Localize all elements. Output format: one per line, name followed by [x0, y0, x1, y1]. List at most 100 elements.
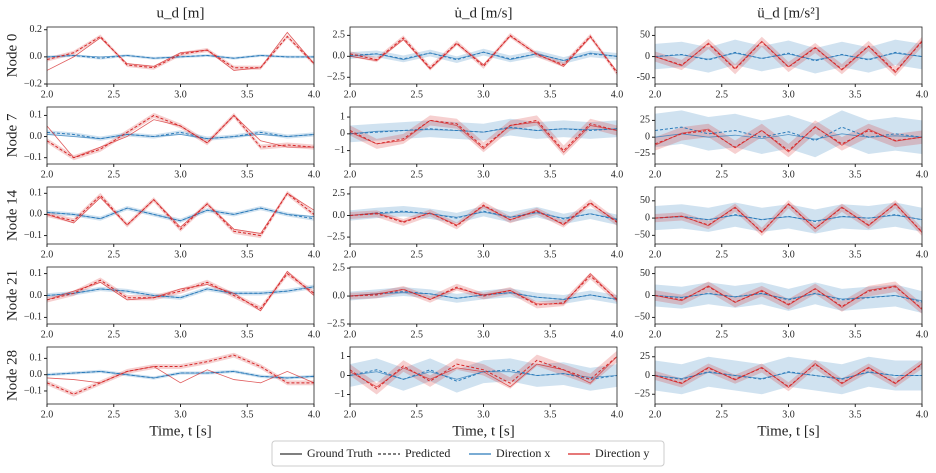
- y-tick-label: 0: [340, 128, 345, 139]
- y-tick-label: 0: [645, 51, 650, 62]
- x-tick-label: 2.5: [716, 409, 729, 420]
- predicted-line: [47, 192, 314, 237]
- predicted-line: [655, 126, 922, 152]
- x-tick-label: 2.0: [649, 169, 662, 180]
- uncertainty-band: [655, 110, 922, 158]
- y-tick-label: 0.1: [30, 353, 43, 364]
- y-tick-label: 0.0: [333, 51, 346, 62]
- predicted-line: [655, 203, 922, 233]
- x-tick-label: 3.5: [241, 169, 254, 180]
- plot-area: [655, 36, 922, 77]
- x-tick-label: 3.5: [241, 329, 254, 340]
- x-tick-label: 2.5: [108, 409, 121, 420]
- x-tick-label: 3.5: [849, 409, 862, 420]
- plot-area: [350, 272, 617, 309]
- y-tick-label: −2.5: [327, 318, 345, 329]
- row-label: Node 7: [4, 113, 20, 157]
- uncertainty-band: [47, 352, 314, 397]
- plot-area: [47, 31, 314, 71]
- x-tick-label: 4.0: [308, 409, 321, 420]
- plot-area: [47, 352, 314, 397]
- uncertainty-band: [655, 281, 922, 314]
- y-tick-label: 0: [340, 370, 345, 381]
- x-tick-label: 3.0: [782, 409, 795, 420]
- x-tick-label: 2.5: [716, 89, 729, 100]
- predicted-line: [655, 286, 922, 310]
- y-tick-label: 1: [340, 111, 345, 122]
- uncertainty-band: [350, 350, 617, 395]
- row-label: Node 21: [4, 270, 20, 321]
- uncertainty-band: [655, 202, 922, 234]
- x-tick-label: 2.5: [411, 249, 424, 260]
- predicted-line: [350, 34, 617, 74]
- y-tick-label: 0.1: [30, 268, 43, 279]
- truth-line: [655, 133, 922, 140]
- x-tick-label: 2.5: [108, 329, 121, 340]
- x-tick-label: 2.0: [649, 409, 662, 420]
- y-tick-label: 2.5: [333, 30, 346, 41]
- x-tick-label: 3.5: [241, 249, 254, 260]
- truth-line: [47, 134, 314, 140]
- x-tick-label: 4.0: [308, 329, 321, 340]
- x-tick-label: 3.5: [849, 329, 862, 340]
- x-tick-label: 2.0: [41, 89, 54, 100]
- truth-line: [655, 52, 922, 61]
- x-tick-label: 2.5: [108, 89, 121, 100]
- y-tick-label: 0: [645, 212, 650, 223]
- x-tick-label: 4.0: [308, 169, 321, 180]
- x-tick-label: 3.5: [544, 89, 557, 100]
- legend-box: [271, 440, 665, 467]
- truth-line: [350, 35, 617, 72]
- x-tick-label: 2.5: [411, 89, 424, 100]
- predicted-line: [655, 41, 922, 73]
- y-tick-label: −2.5: [327, 72, 345, 83]
- predicted-line: [47, 354, 314, 395]
- x-tick-label: 4.0: [611, 89, 624, 100]
- y-tick-label: −0.1: [24, 312, 42, 323]
- x-tick-label: 2.0: [344, 249, 357, 260]
- x-tick-label: 3.5: [849, 89, 862, 100]
- x-tick-label: 3.0: [174, 249, 187, 260]
- y-tick-label: 50: [640, 195, 650, 206]
- y-tick-label: 0.2: [30, 24, 43, 35]
- x-tick-label: 2.5: [411, 409, 424, 420]
- x-tick-label: 3.5: [544, 169, 557, 180]
- x-tick-label: 3.0: [174, 329, 187, 340]
- row-label: Node 14: [4, 189, 20, 241]
- uncertainty-band: [47, 130, 314, 141]
- x-tick-label: 2.0: [649, 89, 662, 100]
- x-tick-label: 4.0: [611, 169, 624, 180]
- plot-area: [47, 270, 314, 312]
- y-tick-label: −25: [634, 148, 650, 159]
- x-tick-label: 4.0: [916, 169, 929, 180]
- y-tick-label: 0.0: [333, 210, 346, 221]
- predicted-line: [350, 275, 617, 306]
- y-tick-label: 1: [340, 351, 345, 362]
- x-tick-label: 3.5: [544, 329, 557, 340]
- y-tick-label: 0.1: [30, 110, 43, 121]
- x-tick-label: 2.5: [716, 249, 729, 260]
- x-tick-label: 4.0: [308, 89, 321, 100]
- uncertainty-band: [350, 115, 617, 156]
- uncertainty-band: [655, 39, 922, 74]
- uncertainty-band: [47, 369, 314, 380]
- legend-label: Ground Truth: [307, 446, 373, 460]
- x-tick-label: 2.0: [344, 329, 357, 340]
- y-tick-label: 25: [640, 115, 650, 126]
- legend-label: Predicted: [405, 446, 450, 460]
- plot-area: [655, 281, 922, 314]
- predicted-line: [47, 286, 314, 299]
- uncertainty-band: [350, 287, 617, 304]
- x-tick-label: 2.0: [41, 249, 54, 260]
- truth-line: [350, 119, 617, 153]
- y-tick-label: -50: [637, 72, 650, 83]
- y-tick-label: −2.5: [327, 231, 345, 242]
- x-tick-label: 4.0: [611, 249, 624, 260]
- column-title: u̇_d [m/s]: [455, 5, 513, 21]
- y-tick-label: 50: [640, 268, 650, 279]
- x-tick-label: 4.0: [611, 409, 624, 420]
- uncertainty-band: [655, 359, 922, 392]
- predicted-line: [47, 114, 314, 159]
- x-tick-label: 3.5: [241, 89, 254, 100]
- truth-line: [350, 127, 617, 135]
